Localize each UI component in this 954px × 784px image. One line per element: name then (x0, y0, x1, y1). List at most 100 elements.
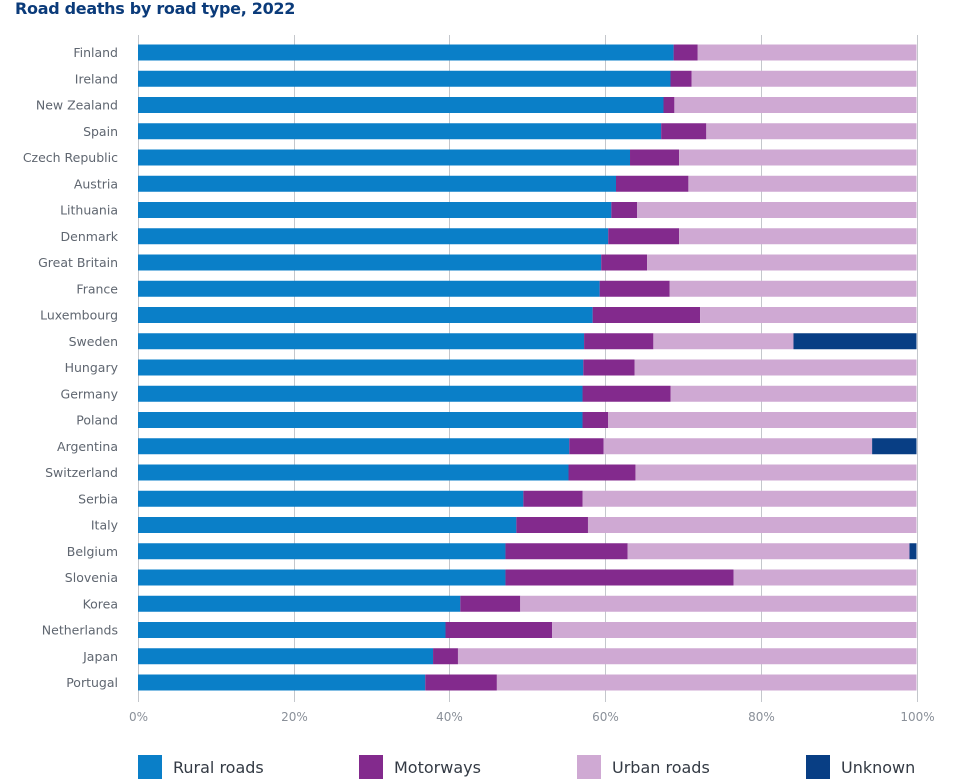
bar-austria-urban-roads (688, 175, 917, 192)
category-label: Korea (83, 596, 118, 611)
legend-label: Urban roads (612, 757, 710, 777)
bar-netherlands-rural-roads (138, 622, 446, 638)
bar-group-italy (138, 517, 917, 533)
bar-czech-republic-motorways (630, 149, 680, 166)
category-label: Switzerland (45, 465, 118, 480)
bar-group-spain (138, 123, 917, 140)
chart-title: Road deaths by road type, 2022 (15, 0, 296, 18)
bar-group-switzerland (138, 464, 917, 481)
bar-japan-urban-roads (457, 648, 917, 665)
bar-germany-rural-roads (138, 385, 583, 402)
bar-luxembourg-motorways (592, 307, 701, 323)
category-label: Italy (91, 518, 119, 533)
category-label: Japan (82, 649, 118, 664)
bar-italy-rural-roads (138, 517, 517, 533)
legend-label: Rural roads (173, 757, 264, 777)
bar-group-serbia (138, 490, 917, 507)
legend-label: Motorways (394, 757, 481, 777)
legend-item-motorways: Motorways (359, 755, 481, 779)
bar-group-ireland (138, 70, 917, 87)
category-label: Portugal (66, 675, 118, 690)
category-label: Slovenia (65, 570, 118, 585)
legend-item-urban-roads: Urban roads (577, 755, 710, 779)
category-label: Serbia (78, 491, 118, 506)
bar-japan-rural-roads (138, 648, 434, 665)
category-label: Sweden (69, 334, 118, 349)
x-axis-ticks: 0% 20% 40% 60% 80% 100% (129, 710, 935, 724)
bar-belgium-urban-roads (627, 543, 910, 560)
bar-group-finland (138, 44, 917, 61)
category-label: Great Britain (38, 255, 118, 270)
bar-finland-motorways (673, 44, 698, 61)
bar-spain-motorways (661, 123, 707, 140)
bar-france-urban-roads (669, 280, 917, 297)
bar-new-zealand-motorways (663, 97, 675, 113)
bar-group-czech-republic (138, 149, 917, 166)
bar-hungary-urban-roads (634, 359, 917, 376)
bar-netherlands-urban-roads (552, 622, 917, 638)
bar-ireland-rural-roads (138, 70, 671, 87)
legend-item-rural-roads: Rural roads (138, 755, 264, 779)
bar-lithuania-urban-roads (637, 202, 917, 218)
bar-portugal-rural-roads (138, 674, 426, 691)
bar-group-poland (138, 412, 917, 428)
x-tick-label: 20% (281, 710, 308, 724)
bar-argentina-urban-roads (603, 438, 873, 455)
legend-swatch-motorways (359, 755, 383, 779)
bar-group-netherlands (138, 622, 917, 638)
bar-group-sweden (138, 333, 917, 350)
bar-great-britain-rural-roads (138, 254, 602, 271)
bar-japan-motorways (433, 648, 458, 665)
bar-korea-rural-roads (138, 595, 461, 612)
bar-ireland-motorways (670, 70, 692, 87)
category-labels: Finland Ireland New Zealand Spain Czech Repu… (23, 45, 119, 690)
bar-group-argentina (138, 438, 917, 455)
bar-austria-rural-roads (138, 175, 616, 192)
legend-swatch-rural-roads (138, 755, 162, 779)
bar-group-korea (138, 595, 917, 612)
bar-portugal-motorways (425, 674, 497, 691)
category-label: Spain (83, 124, 118, 139)
bar-france-rural-roads (138, 280, 600, 297)
category-label: Austria (74, 176, 118, 191)
bar-serbia-motorways (523, 490, 583, 507)
bar-finland-urban-roads (697, 44, 917, 61)
x-tick-label: 0% (129, 710, 148, 724)
bar-denmark-rural-roads (138, 228, 609, 245)
category-label: Germany (61, 386, 119, 401)
bar-austria-motorways (615, 175, 689, 192)
bar-new-zealand-rural-roads (138, 97, 664, 113)
bar-chart: Finland Ireland New Zealand Spain Czech Repu… (23, 35, 935, 724)
category-label: Argentina (57, 439, 118, 454)
category-label: Hungary (65, 360, 119, 375)
category-label: France (76, 281, 118, 296)
bar-netherlands-motorways (445, 622, 553, 638)
x-tick-label: 80% (748, 710, 775, 724)
bar-poland-motorways (582, 412, 609, 428)
category-label: Czech Republic (23, 150, 118, 165)
bar-portugal-urban-roads (496, 674, 917, 691)
bar-switzerland-motorways (568, 464, 636, 481)
bar-poland-urban-roads (608, 412, 917, 428)
bar-serbia-rural-roads (138, 490, 524, 507)
bar-group-germany (138, 385, 917, 402)
bar-serbia-urban-roads (582, 490, 917, 507)
x-tick-label: 100% (900, 710, 934, 724)
category-label: Netherlands (42, 623, 118, 638)
category-label: Denmark (61, 229, 119, 244)
bar-argentina-unknown (872, 438, 917, 455)
bar-ireland-urban-roads (691, 70, 917, 87)
bar-germany-urban-roads (670, 385, 917, 402)
bar-slovenia-rural-roads (138, 569, 506, 586)
bar-new-zealand-urban-roads (674, 97, 917, 113)
bar-sweden-motorways (584, 333, 654, 350)
x-tick-label: 40% (436, 710, 463, 724)
bar-group-belgium (138, 543, 917, 560)
bar-group-slovenia (138, 569, 917, 586)
bar-argentina-rural-roads (138, 438, 570, 455)
bar-czech-republic-rural-roads (138, 149, 631, 166)
bar-switzerland-rural-roads (138, 464, 569, 481)
bar-poland-rural-roads (138, 412, 583, 428)
category-label: Lithuania (60, 203, 118, 218)
bar-lithuania-rural-roads (138, 202, 612, 218)
